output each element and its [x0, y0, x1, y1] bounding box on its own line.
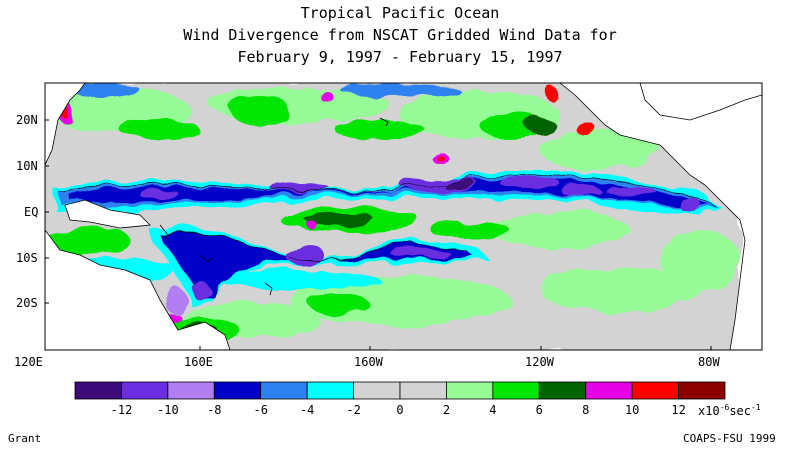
x-tick-label: 160W: [354, 355, 383, 369]
y-tick-label: 20S: [16, 296, 38, 310]
colorbar-tick-label: -2: [346, 403, 361, 417]
y-tick-label: 10S: [16, 251, 38, 265]
itcz-band: [55, 170, 720, 215]
colorbar-tick-label: 6: [535, 403, 543, 417]
colorbar-swatch: [121, 381, 169, 400]
x-tick-label: 80W: [698, 355, 720, 369]
x-tick-label: 160E: [184, 355, 213, 369]
colorbar-tick-label: 8: [582, 403, 590, 417]
colorbar-swatch: [399, 381, 447, 400]
y-tick-label: 20N: [16, 113, 38, 127]
contour-lines: [59, 175, 716, 262]
footer-credit: COAPS-FSU 1999: [683, 432, 776, 445]
x-axis-ticks: [44, 346, 712, 350]
land: [45, 83, 762, 350]
colorbar-tick-label: 4: [489, 403, 497, 417]
colorbar: [74, 381, 726, 400]
y-tick-label: EQ: [24, 205, 39, 219]
colorbar-units: x10-6sec-1: [698, 403, 761, 418]
colorbar-swatch: [306, 381, 354, 400]
colorbar-swatch: [167, 381, 215, 400]
colorbar-swatch: [74, 381, 122, 400]
colorbar-tick-label: 12: [671, 403, 686, 417]
colorbar-tick-label: 2: [442, 403, 451, 417]
colorbar-tick-label: -10: [157, 403, 179, 417]
x-tick-label: 120W: [525, 355, 554, 369]
colorbar-swatch: [678, 381, 726, 400]
colorbar-tick-label: 0: [396, 403, 404, 417]
footer-author: Grant: [8, 432, 42, 445]
islands: [159, 117, 389, 296]
map-subtitle: Wind Divergence from NSCAT Gridded Wind …: [183, 26, 617, 44]
spcz-band: [150, 227, 490, 314]
colorbar-swatch: [213, 381, 262, 400]
date-range: February 9, 1997 - February 15, 1997: [237, 48, 563, 66]
colorbar-tick-label: -4: [299, 403, 315, 417]
colorbar-swatch: [492, 381, 540, 400]
colorbar-tick-label: -8: [207, 403, 222, 417]
map-border: [44, 82, 763, 351]
y-axis-ticks: [45, 119, 49, 304]
colorbar-swatch: [538, 381, 587, 400]
colorbar-swatch: [353, 381, 401, 400]
colorbar-swatch: [446, 381, 494, 400]
colorbar-swatch: [260, 381, 308, 400]
colorbar-tick-label: -12: [110, 403, 133, 417]
map-title: Tropical Pacific Ocean: [300, 4, 500, 22]
x-tick-label: 120E: [14, 355, 43, 369]
colorbar-swatch: [631, 381, 679, 400]
colorbar-swatch: [585, 381, 633, 400]
colorbar-tick-label: 10: [624, 403, 640, 417]
y-tick-label: 10N: [16, 159, 38, 173]
colorbar-tick-label: -6: [253, 403, 268, 417]
